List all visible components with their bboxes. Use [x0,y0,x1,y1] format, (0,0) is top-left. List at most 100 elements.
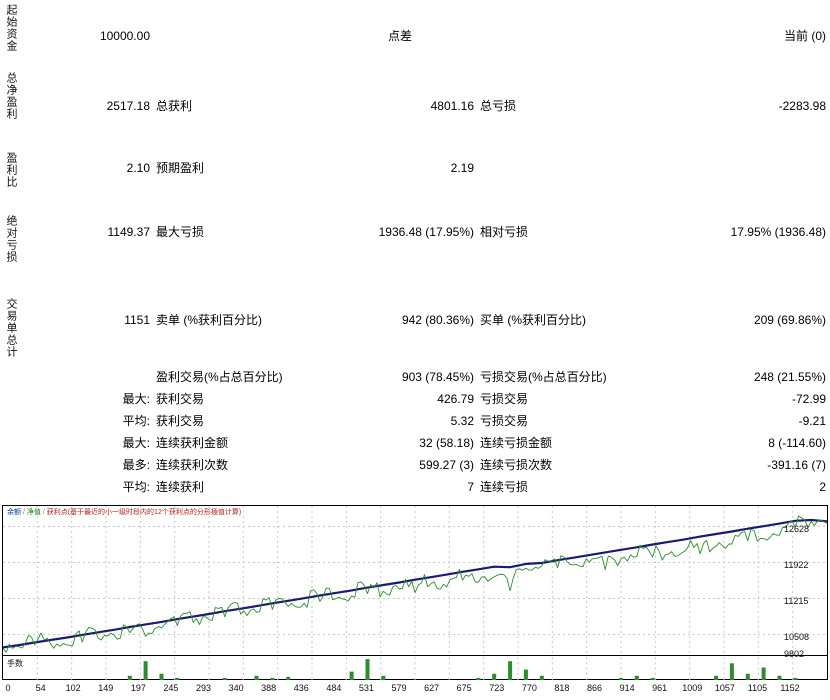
stats-label-2: 总亏损 [480,99,517,113]
section-labels-column: 起始资金 总净盈利 盈利比 绝对亏损 交易单总计 [0,0,26,505]
stats-value-1: 最大: [122,436,150,450]
lots-bar [508,661,513,680]
section-label-1: 总净盈利 [5,72,17,120]
stats-value-1: 1149.37 [107,225,151,239]
lots-bars [127,659,798,680]
stats-value-3: -9.21 [798,414,826,428]
x-axis-tick: 197 [130,683,146,693]
legend-separator-1: / [22,509,25,516]
lots-bar [476,677,481,680]
x-axis-tick: 0 [5,683,11,693]
legend-balance-label: 余额 [7,509,21,516]
y-axis-tick: 12628 [784,524,810,534]
x-axis-tick: 149 [98,683,114,693]
x-axis-tick: 579 [391,683,407,693]
stats-value-1: 最多: [122,458,150,472]
y-axis-tick: 11215 [784,596,809,606]
x-axis-tick: 818 [554,683,570,693]
stats-value-3: -391.16 (7) [767,458,826,472]
x-axis-tick: 245 [163,683,179,693]
stats-value-1: 2.10 [126,161,150,175]
chart-gridlines [3,506,827,655]
x-axis-tick: 340 [228,683,244,693]
x-axis-tick: 627 [424,683,440,693]
lots-bar [793,677,798,680]
stats-label-2: 连续亏损金额 [480,436,553,450]
y-axis-tick: 9802 [784,649,805,659]
statistics-table: 点差 10000.00 当前 (0) 4801.16 总亏损 2517.18 总获利 -228… [26,0,830,505]
stats-label-2: 亏损交易 [480,414,529,428]
lots-bar [777,675,782,680]
lots-bar [539,675,544,680]
stats-value-2: 2.19 [450,161,474,175]
stats-center-label: 点差 [387,29,412,43]
stats-row: 2.19 2.10 预期盈利 [26,160,830,176]
lots-bar [159,673,164,680]
x-axis-tick: 436 [293,683,309,693]
x-axis-tick: 531 [358,683,374,693]
stats-row: 1936.48 (17.95%) 相对亏损 1149.37 最大亏损 17.95% (1… [26,224,830,240]
lots-bar [349,671,354,680]
x-axis-tick: 293 [195,683,212,693]
x-axis-tick: 675 [456,683,472,693]
stats-row: 599.27 (3) 连续亏损次数 最多: 连续获利次数 -391.16 (7) [26,457,830,473]
lots-bar [523,669,528,680]
lots-bar [761,667,766,680]
stats-value-3: 248 (21.55%) [753,370,826,384]
stats-value-2: 4801.16 [430,99,474,113]
x-axis-tick: 54 [35,683,46,693]
lots-bar [492,673,497,680]
stats-label-1: 连续获利次数 [156,458,229,472]
chart-x-axis: 0 54 102 149 197 245 293 340 388 436 484 531 579 627 6… [0,681,830,697]
lots-bar [365,659,370,680]
lots-bar [143,661,148,680]
stats-value-3 [646,160,826,176]
equity-line [3,515,827,653]
stats-value-2: 426.79 [437,392,474,406]
y-axis-tick: 10508 [784,632,810,642]
x-axis-tick: 102 [65,683,81,693]
x-axis-tick: 914 [619,683,635,693]
stats-label-2: 亏损交易 [480,392,529,406]
stats-label-2: 连续亏损 [480,480,529,494]
stats-value-1: 平均: [122,414,150,428]
chart-legend: 余额 / 净值 / 获利点(基于最近的小一级时段内的12个获利点的分形插值计算) [7,508,241,517]
lots-plot: 手数 [3,657,827,680]
x-axis-tick: 723 [489,683,505,693]
stats-row: 4801.16 总亏损 2517.18 总获利 -2283.98 [26,98,830,114]
stats-value-3: -2283.98 [778,99,826,113]
stats-value-3: 17.95% (1936.48) [730,225,826,239]
stats-label-1: 连续获利 [156,480,205,494]
lots-bar [650,677,655,680]
section-label-3: 绝对亏损 [5,215,17,263]
lots-bar [714,675,719,680]
stats-row: 903 (78.45%) 亏损交易(%占总百分比) 盈利交易(%占总百分比) 248 … [26,369,830,385]
stats-row: 426.79 亏损交易 最大: 获利交易 -72.99 [26,391,830,407]
stats-value-2: 942 (80.36%) [401,313,474,327]
stats-value-3: 8 (-114.60) [768,436,826,450]
stats-label-1: 盈利交易(%占总百分比) [156,370,283,384]
stats-value-2: 5.32 [450,414,474,428]
x-axis-tick: 1009 [682,683,703,693]
x-axis-tick: 866 [586,683,603,693]
stats-value-1: 最大: [122,392,150,406]
lots-bar [745,673,750,680]
legend-separator-2: / [42,509,45,516]
stats-value-1: 平均: [122,480,150,494]
lots-bar [254,675,259,680]
chart-y-axis: 12628 11922 11215 10508 9802 [780,505,830,659]
stats-value-3: -72.99 [791,392,826,406]
stats-label-2: 买单 (%获利百分比) [480,313,586,327]
x-axis-tick: 484 [326,683,342,693]
section-label-4: 交易单总计 [5,298,17,358]
stats-label-1: 最大亏损 [156,225,205,239]
stats-value-3: 2 [819,480,826,494]
stats-label-1: 获利交易 [156,414,205,428]
stats-row: 942 (80.36%) 买单 (%获利百分比) 1151 卖单 (%获利百分比) 20… [26,312,830,328]
chart-frame: 余额 / 净值 / 获利点(基于最近的小一级时段内的12个获利点的分形插值计算)… [2,505,828,680]
section-label-0: 起始资金 [5,4,17,52]
equity-balance-plot: 余额 / 净值 / 获利点(基于最近的小一级时段内的12个获利点的分形插值计算) [3,506,827,656]
x-axis-tick: 1057 [714,683,735,693]
lots-bar [127,675,132,680]
lots-axis-label: 手数 [7,659,23,668]
